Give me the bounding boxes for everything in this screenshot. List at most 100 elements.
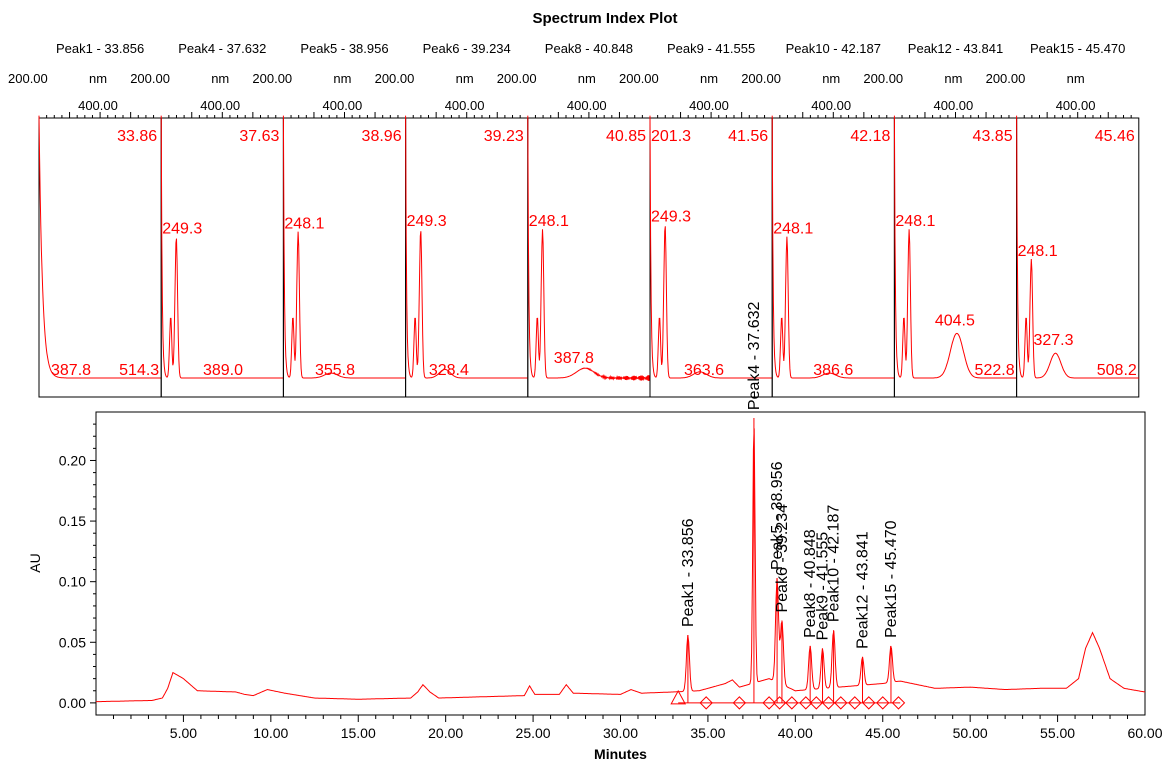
- spectrum-peak-label: 248.1: [1018, 243, 1058, 260]
- spectrum-panel-header: Peak6 - 39.234: [423, 41, 511, 56]
- x-tick-label: 10.00: [253, 725, 288, 741]
- spectrum-unit-label: nm: [700, 71, 718, 86]
- y-tick-label: 0.15: [59, 513, 86, 529]
- spectrum-panel-header: Peak5 - 38.956: [300, 41, 388, 56]
- spectrum-tick-label: 400.00: [78, 98, 118, 113]
- spectrum-tick-label: 400.00: [1056, 98, 1096, 113]
- peak-end-marker: [862, 696, 876, 710]
- peak-end-marker: [799, 696, 813, 710]
- spectrum-panel-header: Peak8 - 40.848: [545, 41, 633, 56]
- spectrum-peak-label: 404.5: [935, 312, 975, 329]
- spectrum-tick-label: 200.00: [375, 71, 415, 86]
- spectrum-peak-label: 249.3: [407, 213, 447, 230]
- spectrum-peak-label: 387.8: [554, 350, 594, 367]
- spectrum-unit-label: nm: [944, 71, 962, 86]
- spectrum-trace: [38, 115, 162, 379]
- spectrum-tick-label: 200.00: [619, 71, 659, 86]
- spectrum-frame: [405, 117, 529, 398]
- y-tick-label: 0.20: [59, 452, 86, 468]
- peak-end-marker: [762, 696, 776, 710]
- spectrum-tick-label: 200.00: [497, 71, 537, 86]
- x-tick-label: 20.00: [428, 725, 463, 741]
- spectrum-panel: Peak1 - 33.856 200.00 nm 400.00 33.86 387.8 51…: [8, 41, 162, 398]
- plot-frame: [95, 411, 1146, 716]
- spectrum-peak-label: 249.3: [651, 208, 691, 225]
- spectrum-panel-header: Peak1 - 33.856: [56, 41, 144, 56]
- spectrum-tick-label: 200.00: [863, 71, 903, 86]
- spectrum-tick-label: 400.00: [323, 98, 363, 113]
- spectrum-trace: [405, 115, 528, 379]
- retention-time-label: 37.63: [239, 128, 279, 145]
- peak-end-marker: [876, 696, 890, 710]
- retention-time-label: 38.96: [362, 128, 402, 145]
- chromatogram: 0.00 0.05 0.10 0.15 0.20 5.00 10.00 15.00 20.00 2…: [27, 301, 1163, 762]
- retention-time-label: 41.56: [728, 128, 768, 145]
- x-tick-label: 35.00: [690, 725, 725, 741]
- spectrum-peak-label: 355.8: [315, 362, 355, 379]
- spectrum-tick-label: 400.00: [200, 98, 240, 113]
- spectrum-panel: Peak10 - 42.187 200.00 nm 400.00 42.18 248.1 3…: [741, 41, 895, 398]
- x-tick-label: 25.00: [516, 725, 551, 741]
- spectrum-peak-label: 248.1: [895, 213, 935, 230]
- spectrum-peak-label: 386.6: [813, 362, 853, 379]
- peak-label: Peak5 - 38.956: [769, 461, 786, 570]
- spectrum-trace: [282, 115, 406, 379]
- peak-end-marker: [848, 696, 862, 710]
- spectrum-peak-label: 522.8: [975, 362, 1015, 379]
- retention-time-label: 45.46: [1095, 128, 1135, 145]
- peak-end-marker: [699, 696, 713, 710]
- spectrum-frame: [282, 117, 407, 398]
- retention-time-label: 39.23: [484, 128, 524, 145]
- peak-label: Peak15 - 45.470: [883, 520, 900, 638]
- x-tick-label: 60.00: [1127, 725, 1162, 741]
- y-tick-label: 0.05: [59, 634, 86, 650]
- peak-end-marker: [821, 696, 836, 710]
- peak-label: Peak6 - 39.234: [774, 504, 791, 613]
- spectrum-panel: Peak15 - 45.470 200.00 nm 400.00 45.46 248.1 3…: [986, 41, 1140, 398]
- peak-label: Peak10 - 42.187: [826, 505, 843, 623]
- peak-label: Peak9 - 41.555: [815, 532, 832, 641]
- spectrum-unit-label: nm: [578, 71, 596, 86]
- spectrum-panel-header: Peak10 - 42.187: [786, 41, 881, 56]
- spectrum-unit-label: nm: [456, 71, 474, 86]
- spectrum-peak-label: 249.3: [162, 221, 202, 238]
- spectrum-unit-label: nm: [1067, 71, 1085, 86]
- spectrum-panel-header: Peak12 - 43.841: [908, 41, 1003, 56]
- spectrum-peak-label: 201.3: [651, 128, 691, 145]
- spectrum-peak-label: 387.8: [51, 362, 91, 379]
- x-tick-label: 15.00: [341, 725, 376, 741]
- spectrum-panel-header: Peak15 - 45.470: [1030, 41, 1125, 56]
- spectrum-trace: [771, 115, 895, 379]
- spectrum-panel: Peak6 - 39.234 200.00 nm 400.00 39.23 249.3 32…: [375, 41, 529, 398]
- peak-label: Peak12 - 43.841: [854, 531, 871, 649]
- spectrum-peak-label: 327.3: [1033, 332, 1073, 349]
- peak-end-marker: [834, 696, 848, 710]
- x-tick-label: 50.00: [953, 725, 988, 741]
- spectrum-panel-header: Peak4 - 37.632: [178, 41, 266, 56]
- spectrum-unit-label: nm: [822, 71, 840, 86]
- spectrum-peak-label: 248.1: [284, 216, 324, 233]
- spectrum-frame: [160, 117, 284, 398]
- peak-label: Peak8 - 40.848: [802, 529, 819, 638]
- spectrum-unit-label: nm: [89, 71, 107, 86]
- peak-end-marker: [732, 696, 747, 710]
- y-axis-label: AU: [27, 553, 43, 572]
- spectrum-peak-label: 248.1: [773, 221, 813, 238]
- spectrum-peak-label: 363.6: [684, 362, 724, 379]
- x-tick-label: 40.00: [778, 725, 813, 741]
- spectrum-tick-label: 200.00: [252, 71, 292, 86]
- retention-time-label: 42.18: [850, 128, 890, 145]
- spectrum-trace: [893, 115, 1017, 379]
- spectrum-frame: [893, 117, 1018, 398]
- spectrum-tick-label: 200.00: [8, 71, 48, 86]
- spectrum-panels: Peak1 - 33.856 200.00 nm 400.00 33.86 387.8 51…: [8, 41, 1140, 398]
- chart-title: Spectrum Index Plot: [532, 10, 677, 27]
- x-tick-label: 5.00: [170, 725, 197, 741]
- spectrum-tick-label: 200.00: [130, 71, 170, 86]
- spectrum-tick-label: 400.00: [689, 98, 729, 113]
- peak-end-marker: [785, 696, 799, 710]
- y-tick-label: 0.00: [59, 695, 86, 711]
- spectrum-peak-label: 328.4: [429, 362, 469, 379]
